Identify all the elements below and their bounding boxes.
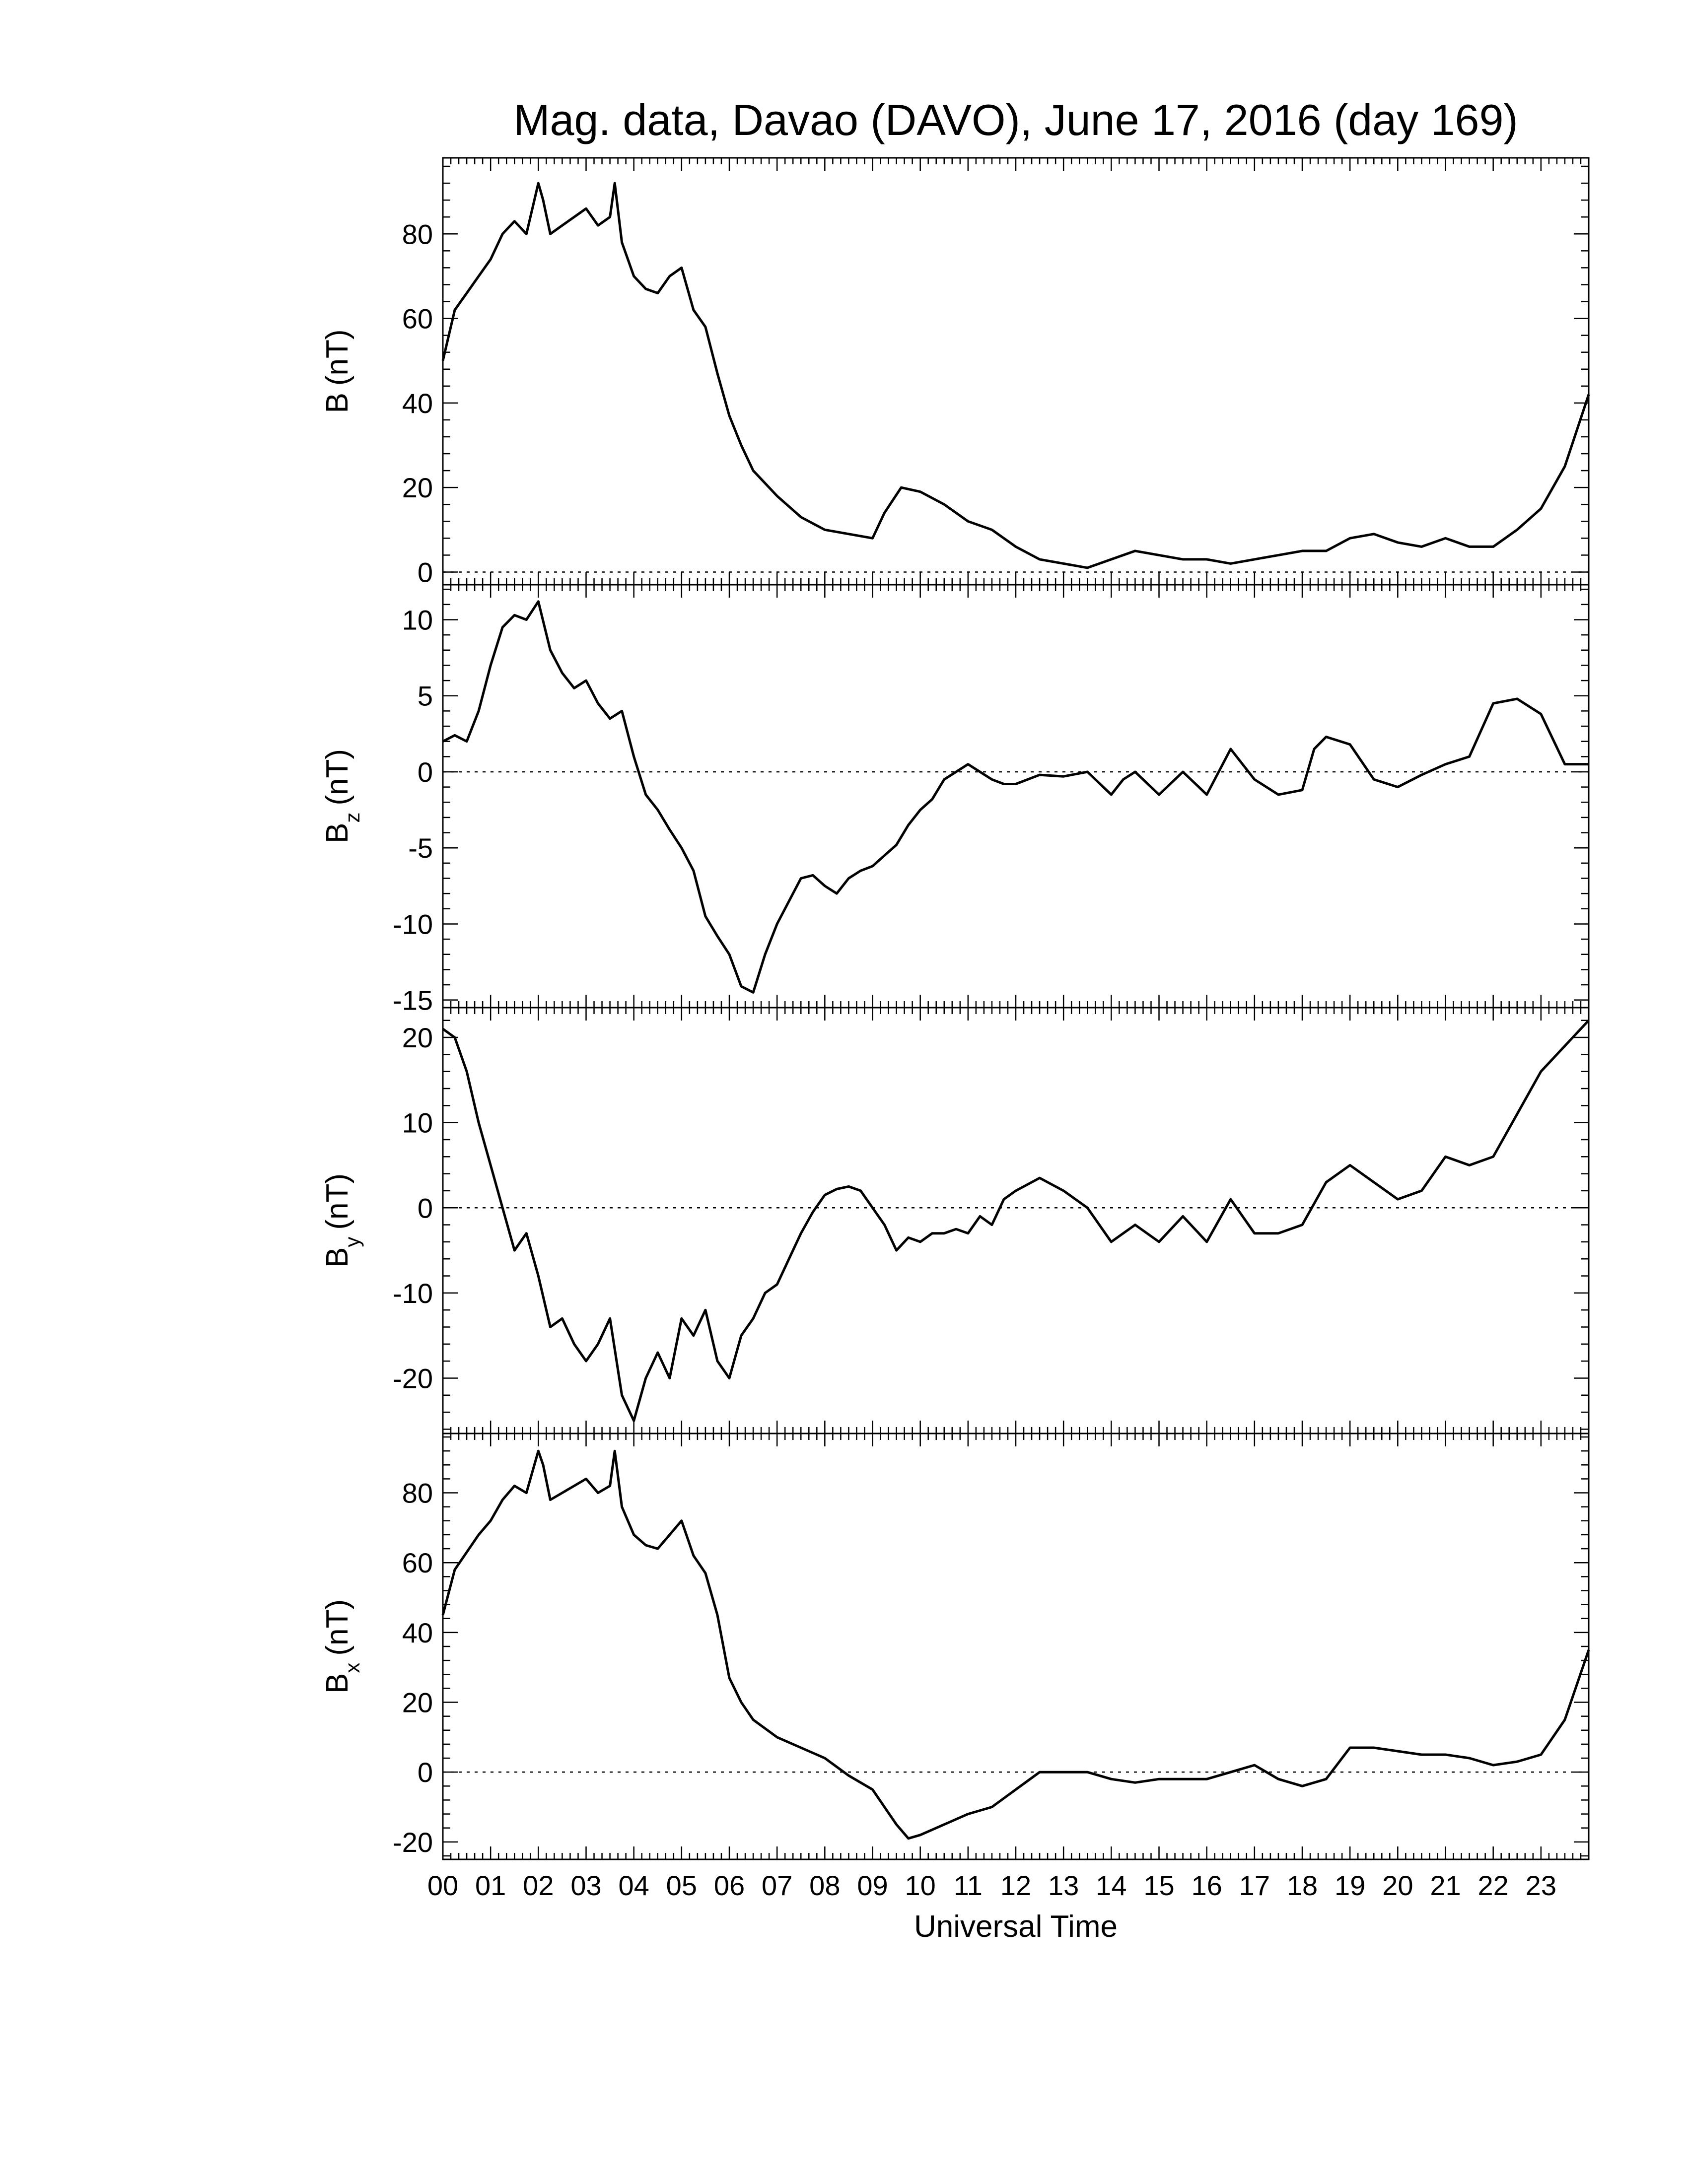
y-tick-label: 0 xyxy=(418,756,433,788)
x-tick-label: 10 xyxy=(905,1870,936,1901)
y-tick-label: 80 xyxy=(402,1478,433,1509)
panel-frame xyxy=(442,1007,1590,1434)
y-axis-title: B(nT) xyxy=(320,329,354,413)
y-tick-label: 5 xyxy=(418,681,433,712)
y-tick-label: 40 xyxy=(402,1617,433,1648)
x-tick-label: 12 xyxy=(1000,1870,1031,1901)
x-tick-label: 05 xyxy=(666,1870,697,1901)
panel-frame xyxy=(442,1433,1590,1860)
panel-frame xyxy=(442,157,1590,586)
x-tick-label: 19 xyxy=(1335,1870,1365,1901)
x-tick-label: 18 xyxy=(1287,1870,1318,1901)
x-tick-label: 04 xyxy=(619,1870,649,1901)
y-tick-label: -20 xyxy=(393,1827,433,1858)
x-tick-label: 01 xyxy=(475,1870,506,1901)
x-tick-label: 09 xyxy=(857,1870,888,1901)
x-tick-label: 17 xyxy=(1239,1870,1270,1901)
y-tick-label: 0 xyxy=(418,556,433,588)
y-tick-label: 20 xyxy=(402,472,433,503)
series-line-by xyxy=(442,1019,1590,1422)
x-tick-label: 08 xyxy=(809,1870,840,1901)
y-tick-label: 0 xyxy=(418,1757,433,1788)
x-tick-label: 21 xyxy=(1430,1870,1461,1901)
y-tick-label: -15 xyxy=(393,985,433,1016)
panel-bx: -20 0 20 40 60 80 Bx(nT) xyxy=(320,1433,1590,1860)
x-tick-label: 13 xyxy=(1048,1870,1079,1901)
y-axis-title: By(nT) xyxy=(320,1173,364,1268)
x-tick-label: 22 xyxy=(1478,1870,1509,1901)
y-tick-label: 20 xyxy=(402,1687,433,1718)
x-tick-label: 16 xyxy=(1192,1870,1222,1901)
panel-by: -20 -10 0 10 20 By(nT) xyxy=(320,1007,1590,1434)
x-tick-label: 23 xyxy=(1526,1870,1556,1901)
y-tick-label: 60 xyxy=(402,1547,433,1578)
y-tick-label: -20 xyxy=(393,1363,433,1394)
x-axis-tick-labels: 00 01 02 03 04 05 06 07 08 09 10 11 12 13 14 15 16 17 18 19… xyxy=(427,1870,1556,1901)
series-line-bz xyxy=(442,600,1589,994)
y-tick-label: 60 xyxy=(402,303,433,335)
x-tick-label: 02 xyxy=(523,1870,554,1901)
x-tick-label: 07 xyxy=(762,1870,792,1901)
y-tick-label: -10 xyxy=(393,908,433,940)
y-tick-label: 10 xyxy=(402,604,433,635)
series-line-b-total xyxy=(441,182,1590,569)
y-axis-title: Bz(nT) xyxy=(320,749,364,843)
x-tick-label: 03 xyxy=(570,1870,601,1901)
panel-frame xyxy=(442,584,1590,1009)
y-tick-label: -10 xyxy=(393,1278,433,1309)
panel-b-total: 0 20 40 60 80 B(nT) xyxy=(320,157,1590,588)
x-tick-label: 11 xyxy=(954,1870,983,1901)
x-tick-label: 20 xyxy=(1382,1870,1413,1901)
y-tick-label: 40 xyxy=(402,388,433,419)
x-axis-title: Universal Time xyxy=(914,1910,1118,1944)
x-tick-label: 14 xyxy=(1096,1870,1126,1901)
y-axis-title: Bx(nT) xyxy=(320,1599,364,1694)
x-tick-label: 00 xyxy=(427,1870,458,1901)
y-tick-label: 0 xyxy=(418,1192,433,1224)
x-tick-label: 15 xyxy=(1143,1870,1174,1901)
y-tick-label: 20 xyxy=(402,1022,433,1053)
series-line-bx xyxy=(441,1449,1590,1840)
panel-bz: -15 -10 -5 0 5 10 Bz(nT) xyxy=(320,584,1590,1016)
y-tick-label: 10 xyxy=(402,1107,433,1139)
y-tick-label: 80 xyxy=(402,218,433,250)
y-tick-label: -5 xyxy=(408,832,433,864)
figure-title: Mag. data, Davao (DAVO), June 17, 2016 (… xyxy=(513,95,1518,144)
x-tick-label: 06 xyxy=(714,1870,745,1901)
panels: 0 20 40 60 80 B(nT) -15 -10 -5 0 5 10 Bz(nT) -20 -10 0 1… xyxy=(320,157,1590,1860)
